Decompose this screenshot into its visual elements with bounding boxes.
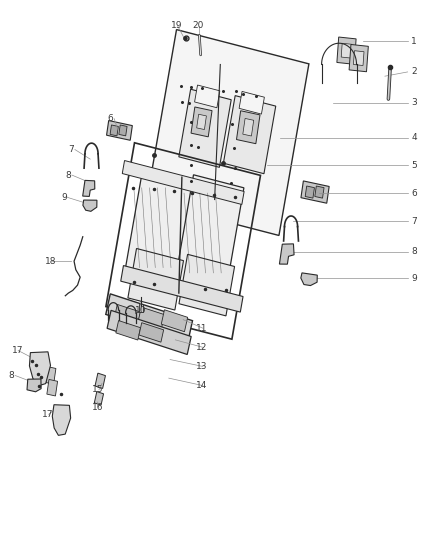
Text: 17: 17 — [42, 410, 54, 419]
Bar — [353, 51, 364, 66]
Text: 14: 14 — [196, 381, 208, 390]
Text: 11: 11 — [196, 324, 208, 333]
Text: 8: 8 — [9, 371, 14, 380]
Bar — [194, 85, 220, 108]
Bar — [39, 360, 49, 377]
Text: 6: 6 — [411, 189, 417, 198]
Polygon shape — [279, 244, 294, 264]
Bar — [107, 310, 191, 354]
Bar — [114, 304, 141, 326]
Text: 20: 20 — [193, 21, 204, 30]
Text: 1: 1 — [411, 37, 417, 46]
Bar — [243, 118, 254, 136]
Bar — [47, 379, 57, 396]
Bar — [95, 373, 106, 389]
Bar — [305, 186, 314, 198]
Bar — [315, 186, 324, 198]
Text: 9: 9 — [411, 273, 417, 282]
Bar — [94, 392, 103, 405]
Text: 9: 9 — [61, 193, 67, 202]
Bar — [46, 367, 56, 384]
Bar — [341, 43, 352, 58]
Text: 2: 2 — [411, 68, 417, 76]
Bar — [128, 248, 184, 310]
Bar — [179, 254, 235, 316]
Bar — [223, 95, 276, 174]
Bar — [106, 120, 132, 140]
Text: 19: 19 — [171, 21, 183, 30]
Text: 7: 7 — [68, 145, 74, 154]
Bar — [161, 310, 187, 332]
Bar — [122, 160, 244, 205]
Bar — [179, 89, 231, 167]
Text: 13: 13 — [196, 362, 208, 371]
Bar — [106, 294, 193, 341]
Text: 8: 8 — [65, 171, 71, 180]
Text: 10: 10 — [135, 305, 147, 314]
Polygon shape — [29, 352, 50, 385]
Bar — [197, 114, 206, 130]
Text: 5: 5 — [411, 161, 417, 170]
Bar — [124, 168, 193, 288]
Bar — [175, 175, 244, 294]
Text: 3: 3 — [411, 98, 417, 107]
Text: 6: 6 — [108, 114, 113, 123]
Bar — [106, 143, 261, 339]
Bar — [139, 322, 164, 342]
Bar — [349, 44, 368, 72]
Bar — [301, 181, 329, 203]
Polygon shape — [301, 273, 317, 286]
Bar — [121, 265, 243, 312]
Bar — [237, 111, 260, 144]
Text: 17: 17 — [12, 346, 23, 355]
Polygon shape — [52, 405, 71, 435]
Bar — [337, 37, 356, 64]
Bar — [119, 125, 127, 136]
Polygon shape — [83, 180, 95, 197]
Bar — [116, 320, 141, 340]
Bar — [147, 30, 309, 236]
Text: 18: 18 — [45, 257, 57, 265]
Text: 8: 8 — [411, 247, 417, 256]
Bar — [138, 307, 165, 329]
Text: 16: 16 — [92, 403, 104, 413]
Bar — [139, 304, 144, 312]
Bar — [110, 125, 118, 136]
Text: 15: 15 — [92, 385, 104, 394]
Polygon shape — [27, 379, 41, 392]
Bar — [239, 92, 265, 114]
Bar — [191, 107, 212, 137]
Text: 12: 12 — [196, 343, 208, 352]
Text: 4: 4 — [411, 133, 417, 142]
Text: 7: 7 — [411, 217, 417, 226]
Polygon shape — [83, 200, 97, 211]
